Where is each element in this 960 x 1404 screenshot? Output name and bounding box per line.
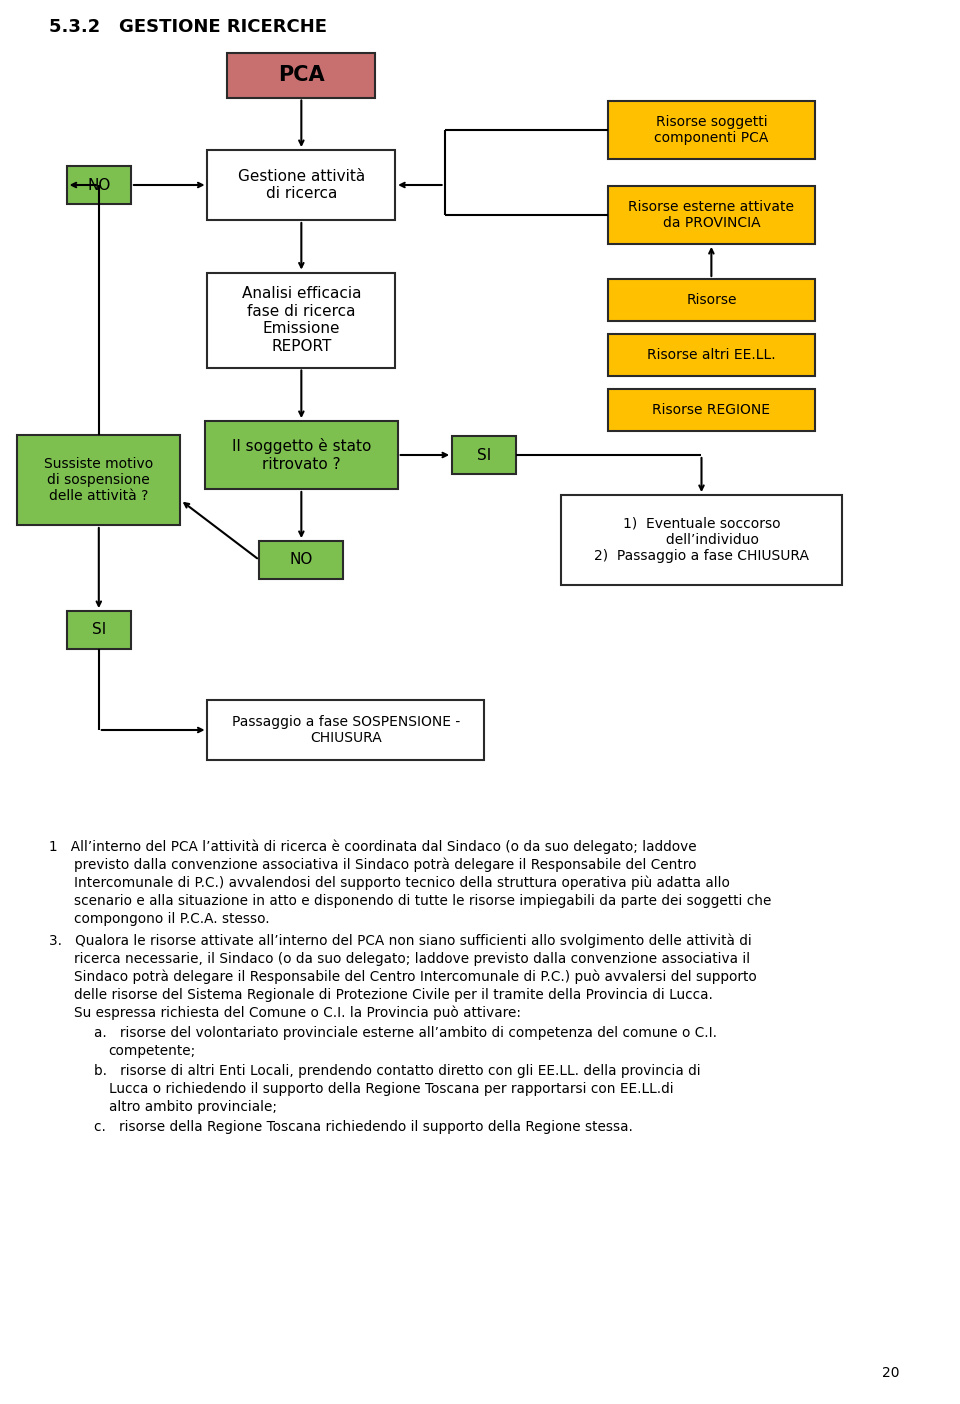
Text: SI: SI: [477, 448, 492, 462]
Bar: [561, 496, 842, 585]
Bar: [259, 541, 344, 578]
Bar: [608, 334, 815, 376]
Text: compongono il P.C.A. stesso.: compongono il P.C.A. stesso.: [74, 913, 270, 927]
Text: Analisi efficacia
fase di ricerca
Emissione
REPORT: Analisi efficacia fase di ricerca Emissi…: [242, 286, 361, 354]
Bar: [207, 150, 396, 220]
Bar: [452, 437, 516, 475]
Text: delle risorse del Sistema Regionale di Protezione Civile per il tramite della Pr: delle risorse del Sistema Regionale di P…: [74, 988, 713, 1002]
Text: 3.   Qualora le risorse attivate all’interno del PCA non siano sufficienti allo : 3. Qualora le risorse attivate all’inter…: [49, 934, 752, 949]
Text: ricerca necessarie, il Sindaco (o da suo delegato; laddove previsto dalla conven: ricerca necessarie, il Sindaco (o da suo…: [74, 952, 750, 966]
Text: Lucca o richiedendo il supporto della Regione Toscana per rapportarsi con EE.LL.: Lucca o richiedendo il supporto della Re…: [108, 1082, 673, 1097]
Bar: [608, 185, 815, 244]
Text: Risorse: Risorse: [686, 293, 736, 307]
Text: 20: 20: [881, 1366, 900, 1380]
Text: Sussiste motivo
di sospensione
delle attività ?: Sussiste motivo di sospensione delle att…: [44, 456, 154, 503]
Text: b.   risorse di altri Enti Locali, prendendo contatto diretto con gli EE.LL. del: b. risorse di altri Enti Locali, prenden…: [94, 1064, 701, 1078]
Text: 1)  Eventuale soccorso
     dell’individuo
2)  Passaggio a fase CHIUSURA: 1) Eventuale soccorso dell’individuo 2) …: [594, 517, 809, 563]
Text: NO: NO: [87, 177, 110, 192]
Text: competente;: competente;: [108, 1045, 196, 1059]
Text: Risorse esterne attivate
da PROVINCIA: Risorse esterne attivate da PROVINCIA: [629, 199, 794, 230]
Text: 5.3.2   GESTIONE RICERCHE: 5.3.2 GESTIONE RICERCHE: [49, 18, 327, 37]
Text: Risorse altri EE.LL.: Risorse altri EE.LL.: [647, 348, 776, 362]
Text: altro ambito provinciale;: altro ambito provinciale;: [108, 1099, 276, 1113]
Text: c.   risorse della Regione Toscana richiedendo il supporto della Regione stessa.: c. risorse della Regione Toscana richied…: [94, 1120, 633, 1134]
Bar: [608, 389, 815, 431]
Text: Sindaco potrà delegare il Responsabile del Centro Intercomunale di P.C.) può avv: Sindaco potrà delegare il Responsabile d…: [74, 970, 756, 984]
Bar: [228, 52, 375, 97]
Text: PCA: PCA: [278, 65, 324, 86]
Bar: [608, 101, 815, 159]
Text: Risorse REGIONE: Risorse REGIONE: [653, 403, 770, 417]
Text: Risorse soggetti
componenti PCA: Risorse soggetti componenti PCA: [654, 115, 769, 145]
Bar: [66, 166, 131, 204]
Text: previsto dalla convenzione associativa il Sindaco potrà delegare il Responsabile: previsto dalla convenzione associativa i…: [74, 858, 697, 872]
Text: 1   All’interno del PCA l’attività di ricerca è coordinata dal Sindaco (o da suo: 1 All’interno del PCA l’attività di rice…: [49, 840, 697, 855]
Bar: [205, 421, 397, 489]
Bar: [17, 435, 180, 525]
Text: scenario e alla situazione in atto e disponendo di tutte le risorse impiegabili : scenario e alla situazione in atto e dis…: [74, 894, 772, 908]
Text: SI: SI: [91, 622, 106, 637]
Text: a.   risorse del volontariato provinciale esterne all’ambito di competenza del c: a. risorse del volontariato provinciale …: [94, 1026, 717, 1040]
Bar: [66, 611, 131, 649]
Bar: [608, 279, 815, 322]
Text: Passaggio a fase SOSPENSIONE -
CHIUSURA: Passaggio a fase SOSPENSIONE - CHIUSURA: [231, 715, 460, 746]
Text: Intercomunale di P.C.) avvalendosi del supporto tecnico della struttura operativ: Intercomunale di P.C.) avvalendosi del s…: [74, 876, 730, 890]
Bar: [207, 272, 396, 368]
Text: NO: NO: [290, 553, 313, 567]
Bar: [207, 701, 484, 760]
Text: Gestione attività
di ricerca: Gestione attività di ricerca: [238, 168, 365, 201]
Text: Il soggetto è stato
ritrovato ?: Il soggetto è stato ritrovato ?: [231, 438, 371, 472]
Text: Su espressa richiesta del Comune o C.I. la Provincia può attivare:: Su espressa richiesta del Comune o C.I. …: [74, 1007, 521, 1021]
